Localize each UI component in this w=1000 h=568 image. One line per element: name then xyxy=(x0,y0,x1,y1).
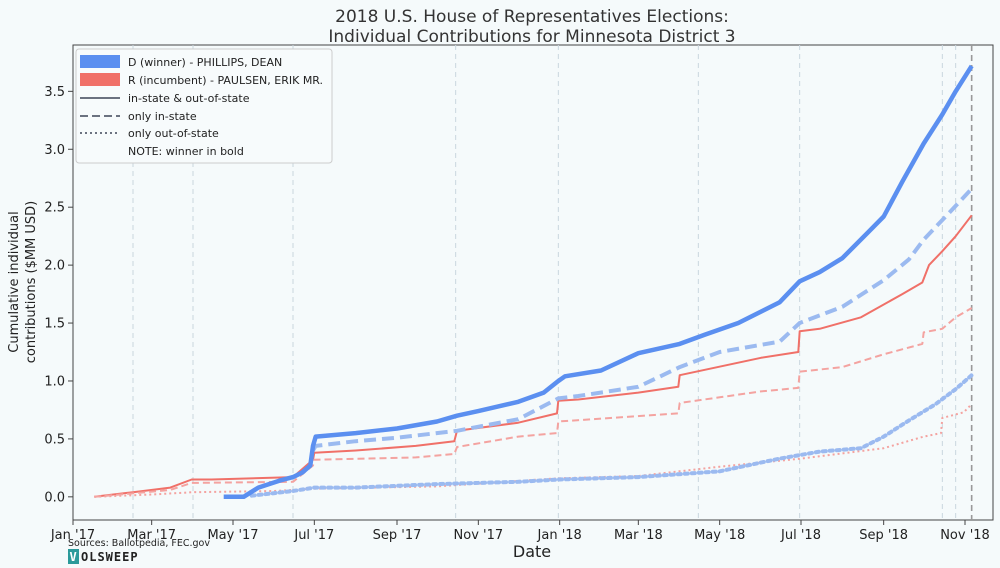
x-tick-label-8: May '18 xyxy=(694,528,745,543)
y-axis-ticks: 0.0 0.5 1.0 1.5 2.0 2.5 3.0 3.5 xyxy=(44,85,73,505)
legend-note: NOTE: winner in bold xyxy=(128,145,244,158)
series-d-solid xyxy=(223,64,974,500)
x-tick-label-2: May '17 xyxy=(207,528,258,543)
y-tick-label-2: 1.0 xyxy=(44,374,65,389)
legend-r-patch xyxy=(80,73,120,86)
y-tick-label-4: 2.0 xyxy=(44,259,65,274)
x-tick-label-3: Jul '17 xyxy=(293,528,334,543)
series-r-dashed xyxy=(94,307,973,498)
series-layer xyxy=(94,64,974,500)
chart-subtitle: Individual Contributions for Minnesota D… xyxy=(328,27,735,47)
legend-d-label: D (winner) - PHILLIPS, DEAN xyxy=(128,56,282,69)
y-axis-label-line2: contributions ($MM USD) xyxy=(24,201,39,363)
x-tick-label-11: Nov '18 xyxy=(940,528,990,543)
x-tick-label-4: Sep '17 xyxy=(373,528,422,543)
logo-text: OLSWEEP xyxy=(81,550,139,564)
legend-dotted-label: only out-of-state xyxy=(128,127,219,140)
x-tick-label-6: Jan '18 xyxy=(537,528,582,543)
x-tick-label-7: Mar '18 xyxy=(614,528,663,543)
legend: D (winner) - PHILLIPS, DEAN R (incumbent… xyxy=(75,48,333,164)
y-tick-label-1: 0.5 xyxy=(44,432,65,447)
logo-box-letter: V xyxy=(70,550,77,564)
x-tick-label-10: Sep '18 xyxy=(859,528,908,543)
legend-solid-label: in-state & out-of-state xyxy=(128,92,250,105)
y-tick-label-6: 3.0 xyxy=(44,143,65,158)
x-tick-label-5: Nov '17 xyxy=(454,528,504,543)
y-axis-label-line1: Cumulative individual xyxy=(7,211,22,352)
series-d-dotted xyxy=(249,373,974,498)
y-tick-label-3: 1.5 xyxy=(44,317,65,332)
logo-box xyxy=(68,549,79,564)
series-r-dotted xyxy=(94,403,973,498)
x-tick-label-9: Jul '18 xyxy=(780,528,821,543)
y-tick-label-0: 0.0 xyxy=(44,490,65,505)
legend-box xyxy=(75,48,333,164)
sources-note: Sources: Ballotpedia, FEC.gov xyxy=(68,538,210,549)
x-axis-ticks: Jan '17 Mar '17 May '17 Jul '17 Sep '17 Nov '… xyxy=(50,520,990,543)
y-tick-label-5: 2.5 xyxy=(44,201,65,216)
series-r-solid xyxy=(94,214,973,498)
series-d-dashed xyxy=(311,187,974,452)
x-axis-label: Date xyxy=(513,542,551,561)
y-tick-label-7: 3.5 xyxy=(44,85,65,100)
chart-title: 2018 U.S. House of Representatives Elect… xyxy=(335,7,729,27)
legend-dashed-label: only in-state xyxy=(128,110,197,123)
x-tick-label-0: Jan '17 xyxy=(50,528,95,543)
legend-d-patch xyxy=(80,55,120,68)
x-tick-label-1: Mar '17 xyxy=(127,528,176,543)
legend-r-label: R (incumbent) - PAULSEN, ERIK MR. xyxy=(128,74,323,87)
